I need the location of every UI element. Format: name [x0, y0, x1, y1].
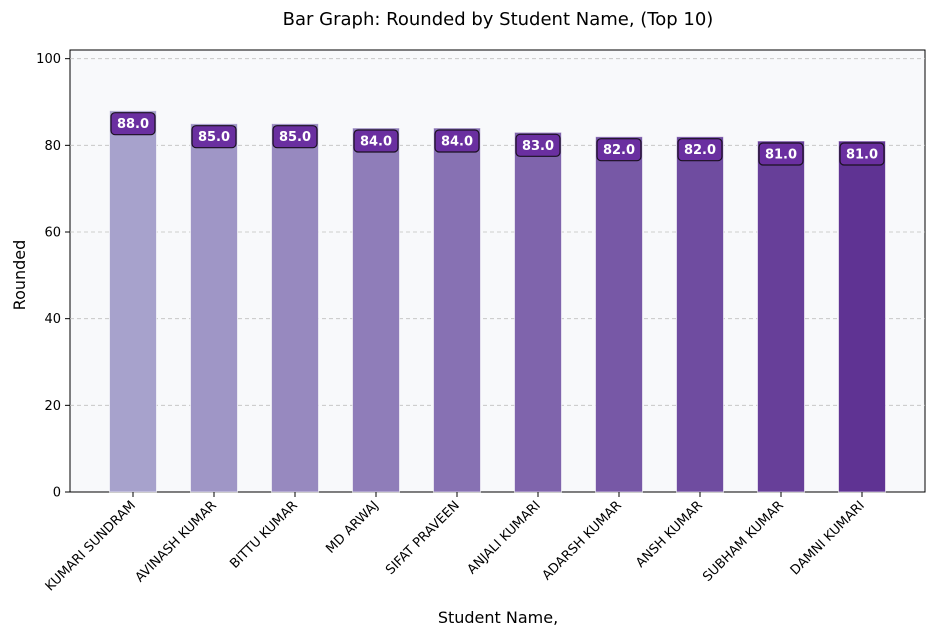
x-axis-title: Student Name,	[438, 608, 558, 627]
bar	[676, 136, 724, 493]
bar	[190, 123, 238, 493]
y-tick-label: 60	[44, 226, 61, 241]
y-tick-label: 100	[36, 52, 61, 67]
y-tick-label: 0	[53, 486, 61, 501]
data-label: 85.0	[198, 130, 230, 145]
bar	[514, 131, 562, 493]
x-tick-label: BITTU KUMAR	[227, 498, 300, 571]
y-axis-title: Rounded	[10, 240, 29, 311]
data-label: 82.0	[603, 143, 635, 158]
data-label-box	[191, 125, 237, 149]
data-label-box	[839, 142, 885, 166]
data-label-box	[515, 133, 561, 157]
bar	[109, 110, 157, 493]
x-tick-label: DAMNI KUMARI	[788, 498, 868, 578]
bar	[433, 127, 481, 493]
data-label-box	[596, 138, 642, 162]
bar	[757, 140, 805, 493]
data-label-box	[272, 125, 318, 149]
data-label-box	[758, 142, 804, 166]
x-tick-label: AVINASH KUMAR	[133, 498, 220, 585]
bar	[595, 136, 643, 493]
data-label: 84.0	[441, 135, 473, 150]
x-tick-label: MD ARWAJ	[323, 498, 381, 556]
data-label: 83.0	[522, 139, 554, 154]
x-tick-label: ANJALI KUMARI	[465, 498, 544, 577]
bars: 88.0 85.0 85.0 84.0 84.0 83.0 82.0 82.0 81.0 81.0	[109, 110, 886, 493]
y-tick-label: 80	[44, 139, 61, 154]
bar	[352, 127, 400, 493]
data-label-box	[110, 112, 156, 136]
chart-title: Bar Graph: Rounded by Student Name, (Top…	[283, 9, 714, 30]
x-tick-label: SUBHAM KUMAR	[700, 498, 787, 585]
data-label: 84.0	[360, 135, 392, 150]
bar	[838, 140, 886, 493]
data-label-box	[353, 129, 399, 153]
data-label: 85.0	[279, 130, 311, 145]
y-axis: 0 20 40 60 80 100	[36, 52, 70, 501]
x-tick-label: SIFAT PRAVEEN	[383, 498, 463, 578]
data-label-box	[677, 138, 723, 162]
y-tick-label: 20	[44, 399, 61, 414]
data-label: 82.0	[684, 143, 716, 158]
data-label: 81.0	[765, 148, 797, 163]
data-label-box	[434, 129, 480, 153]
data-label: 81.0	[846, 148, 878, 163]
y-tick-label: 40	[44, 312, 61, 327]
data-label: 88.0	[117, 117, 149, 132]
bar	[271, 123, 319, 493]
x-tick-label: ADARSH KUMAR	[540, 498, 625, 583]
x-tick-label: KUMARI SUNDRAM	[43, 498, 139, 594]
x-tick-label: ANSH KUMAR	[633, 498, 706, 571]
